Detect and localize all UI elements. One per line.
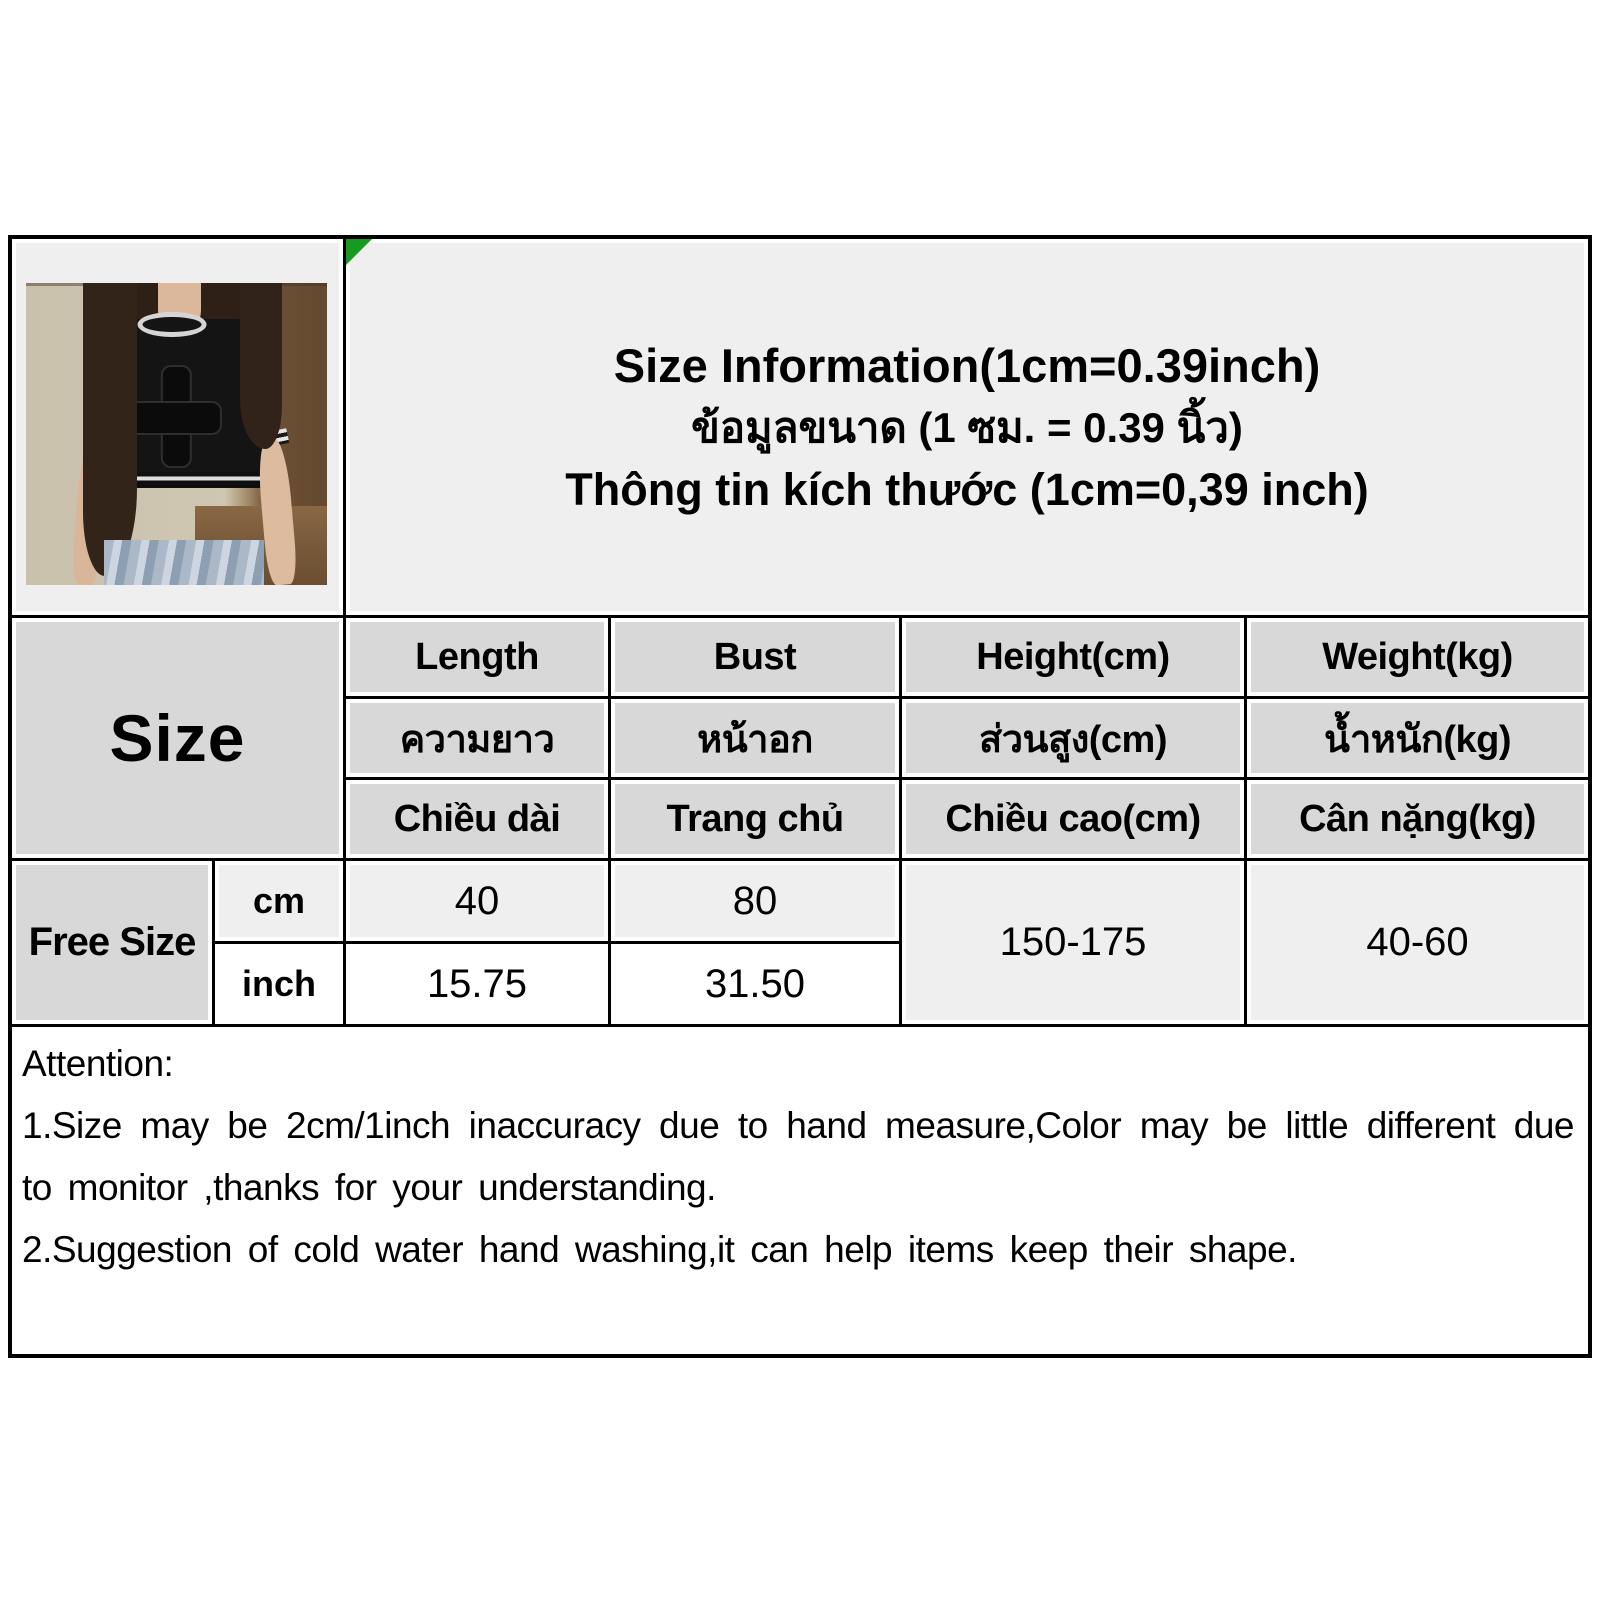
col-header-length-vi: Chiều dài (346, 780, 608, 858)
col-header-bust-vi: Trang chủ (611, 780, 899, 858)
size-chart-sheet: Size Information(1cm=0.39inch) ข้อมูลขนา… (8, 235, 1592, 1358)
green-corner-marker-icon (346, 239, 372, 265)
white-trim-collar (137, 311, 207, 338)
row-label-free-size: Free Size (12, 861, 212, 1024)
attention-notes: Attention: 1.Size may be 2cm/1inch inacc… (12, 1027, 1588, 1354)
size-info-title-panel: Size Information(1cm=0.39inch) ข้อมูลขนา… (350, 243, 1584, 611)
col-header-weight-vi: Cân nặng(kg) (1247, 780, 1588, 858)
col-header-weight-en: Weight(kg) (1247, 618, 1588, 696)
col-header-bust-th: หน้าอก (611, 699, 899, 777)
unit-cm-cell: cm (215, 861, 343, 941)
title-english: Size Information(1cm=0.39inch) (613, 339, 1321, 392)
col-header-height-vi: Chiều cao(cm) (902, 780, 1244, 858)
value-bust-inch: 31.50 (611, 944, 899, 1024)
value-bust-cm: 80 (611, 861, 899, 941)
title-vietnamese: Thông tin kích thước (1cm=0,39 inch) (565, 464, 1369, 515)
attention-cell: Attention: 1.Size may be 2cm/1inch inacc… (12, 1027, 1588, 1354)
product-photo (26, 283, 327, 585)
model-jeans (104, 539, 264, 585)
cross-motif (127, 400, 222, 435)
col-header-weight-th: น้ำหนัก(kg) (1247, 699, 1588, 777)
size-info-title-cell: Size Information(1cm=0.39inch) ข้อมูลขนา… (346, 239, 1588, 615)
col-header-length-en: Length (346, 618, 608, 696)
product-photo-cell (12, 239, 343, 615)
product-photo-frame (16, 243, 339, 611)
model-hair (239, 283, 282, 450)
attention-note-2: 2.Suggestion of cold water hand washing,… (22, 1229, 1297, 1271)
size-label: Size (16, 622, 339, 854)
value-length-inch: 15.75 (346, 944, 608, 1024)
white-trim-hem (104, 471, 273, 489)
col-header-length-th: ความยาว (346, 699, 608, 777)
value-weight-range: 40-60 (1247, 861, 1588, 1024)
col-header-height-th: ส่วนสูง(cm) (902, 699, 1244, 777)
col-header-bust-en: Bust (611, 618, 899, 696)
model-hair (83, 283, 138, 576)
value-length-cm: 40 (346, 861, 608, 941)
size-label-cell: Size (12, 618, 343, 858)
unit-inch-cell: inch (215, 944, 343, 1024)
value-height-range: 150-175 (902, 861, 1244, 1024)
attention-heading: Attention: (22, 1043, 174, 1084)
attention-note-1: 1.Size may be 2cm/1inch inaccuracy due t… (22, 1105, 1575, 1209)
col-header-height-en: Height(cm) (902, 618, 1244, 696)
title-thai: ข้อมูลขนาด (1 ซม. = 0.39 นิ้ว) (691, 404, 1243, 451)
